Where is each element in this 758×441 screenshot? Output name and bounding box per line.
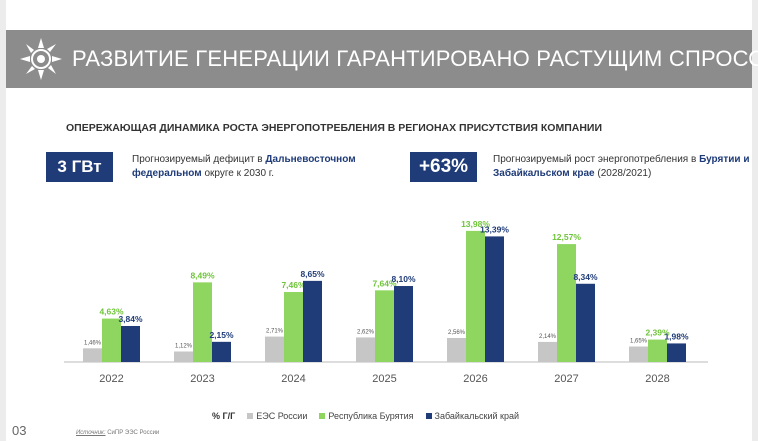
page-title: РАЗВИТИЕ ГЕНЕРАЦИИ ГАРАНТИРОВАНО РАСТУЩИ… — [72, 46, 758, 71]
deficit-note-suffix: округе к 2030 г. — [201, 168, 275, 179]
bar-buryatia-2025 — [375, 290, 394, 362]
bar-buryatia-2022 — [102, 318, 121, 362]
data-label-buryatia-2028: 2,39% — [645, 328, 670, 338]
deficit-badge: 3 ГВт — [46, 152, 113, 182]
legend-item-ees: ЕЭС России — [247, 411, 307, 421]
data-label-ees-2022: 1,46% — [84, 340, 102, 346]
bar-buryatia-2024 — [284, 292, 303, 362]
data-label-buryatia-2023: 8,49% — [190, 270, 215, 280]
growth-note-highlight: Бурятии и Забайкальском крае — [493, 154, 750, 179]
legend-label-buryatia: Республика Бурятия — [328, 411, 414, 421]
section-subtitle: ОПЕРЕЖАЮЩАЯ ДИНАМИКА РОСТА ЭНЕРГОПОТРЕБЛ… — [66, 122, 603, 134]
bar-ees-2027 — [538, 341, 557, 362]
page-number: 03 — [12, 423, 27, 438]
data-label-zabaikalsky-2022: 3,84% — [118, 314, 143, 324]
deficit-note-text: Прогнозируемый дефицит в — [132, 154, 266, 165]
bar-zabaikalsky-2028 — [667, 343, 686, 362]
legend-item-zabaikalsky: Забайкальский край — [425, 411, 520, 421]
data-label-buryatia-2025: 7,64% — [372, 278, 397, 288]
source-note: Источник: СиПР ЭЭС России — [76, 430, 159, 436]
header-band: РАЗВИТИЕ ГЕНЕРАЦИИ ГАРАНТИРОВАНО РАСТУЩИ… — [6, 30, 758, 88]
bar-ees-2022 — [83, 348, 102, 362]
bar-buryatia-2028 — [648, 339, 667, 362]
data-label-ees-2023: 1,12% — [175, 343, 193, 349]
data-label-zabaikalsky-2023: 2,15% — [209, 330, 234, 340]
data-label-zabaikalsky-2027: 8,34% — [573, 272, 598, 282]
bar-ees-2023 — [174, 351, 193, 362]
legend-swatch-navy — [425, 413, 432, 419]
deficit-note: Прогнозируемый дефицит в Дальневосточном… — [132, 153, 392, 181]
bar-zabaikalsky-2027 — [576, 283, 595, 362]
bar-ees-2024 — [265, 336, 284, 362]
x-tick-label-2022: 2022 — [99, 373, 123, 385]
data-label-zabaikalsky-2026: 13,39% — [480, 224, 509, 234]
source-text: СиПР ЭЭС России — [105, 430, 160, 436]
x-tick-label-2027: 2027 — [554, 373, 578, 385]
data-label-ees-2026: 2,56% — [448, 330, 466, 336]
growth-note: Прогнозируемый рост энергопотребления в … — [493, 153, 753, 181]
growth-note-text: Прогнозируемый рост энергопотребления в — [493, 154, 700, 165]
bar-ees-2028 — [629, 346, 648, 362]
growth-badge: +63% — [410, 152, 477, 182]
x-tick-label-2024: 2024 — [281, 373, 305, 385]
data-label-buryatia-2022: 4,63% — [99, 307, 124, 317]
x-tick-label-2026: 2026 — [463, 373, 487, 385]
x-tick-label-2025: 2025 — [372, 373, 396, 385]
slide: РАЗВИТИЕ ГЕНЕРАЦИИ ГАРАНТИРОВАНО РАСТУЩИ… — [6, 0, 758, 441]
source-label: Источник: — [76, 430, 106, 436]
legend-label-ees: ЕЭС России — [256, 411, 308, 421]
growth-note-suffix: (2028/2021) — [594, 168, 652, 179]
legend-unit: % Г/Г — [212, 411, 236, 421]
legend: % Г/Г ЕЭС России Республика Бурятия Заба… — [212, 411, 519, 421]
bar-ees-2026 — [447, 337, 466, 362]
bar-chart: 1,46% 4,63%3,84% 2022 1,12% 8,49% 2,15% 2023 2,… — [64, 219, 708, 385]
bar-ees-2025 — [356, 337, 375, 362]
bar-zabaikalsky-2026 — [485, 236, 504, 362]
data-label-buryatia-2026: 13,98% — [461, 219, 490, 229]
data-label-ees-2027: 2,14% — [539, 334, 557, 340]
data-label-buryatia-2027: 12,57% — [552, 232, 581, 242]
x-tick-label-2028: 2028 — [645, 373, 669, 385]
bar-buryatia-2023 — [193, 282, 212, 362]
legend-label-zabaikalsky: Забайкальский край — [434, 411, 520, 421]
data-label-ees-2025: 2,62% — [357, 329, 375, 335]
bar-buryatia-2026 — [466, 230, 485, 362]
data-label-zabaikalsky-2028: 1,98% — [664, 331, 689, 341]
bar-zabaikalsky-2022 — [121, 325, 140, 362]
data-label-buryatia-2024: 7,46% — [281, 280, 306, 290]
bar-buryatia-2027 — [557, 244, 576, 362]
data-label-zabaikalsky-2024: 8,65% — [300, 269, 325, 279]
company-logo-icon — [20, 38, 62, 80]
bar-zabaikalsky-2024 — [303, 280, 322, 362]
data-label-ees-2028: 1,65% — [630, 339, 648, 345]
x-tick-label-2023: 2023 — [190, 373, 214, 385]
legend-swatch-grey — [247, 413, 254, 419]
data-label-zabaikalsky-2025: 8,10% — [391, 274, 416, 284]
deficit-note-highlight: Дальневосточном федеральном — [132, 154, 356, 179]
legend-item-buryatia: Республика Бурятия — [319, 411, 414, 421]
bar-zabaikalsky-2025 — [394, 286, 413, 362]
legend-swatch-green — [319, 413, 326, 419]
bar-zabaikalsky-2023 — [212, 341, 231, 362]
data-label-ees-2024: 2,71% — [266, 329, 284, 335]
